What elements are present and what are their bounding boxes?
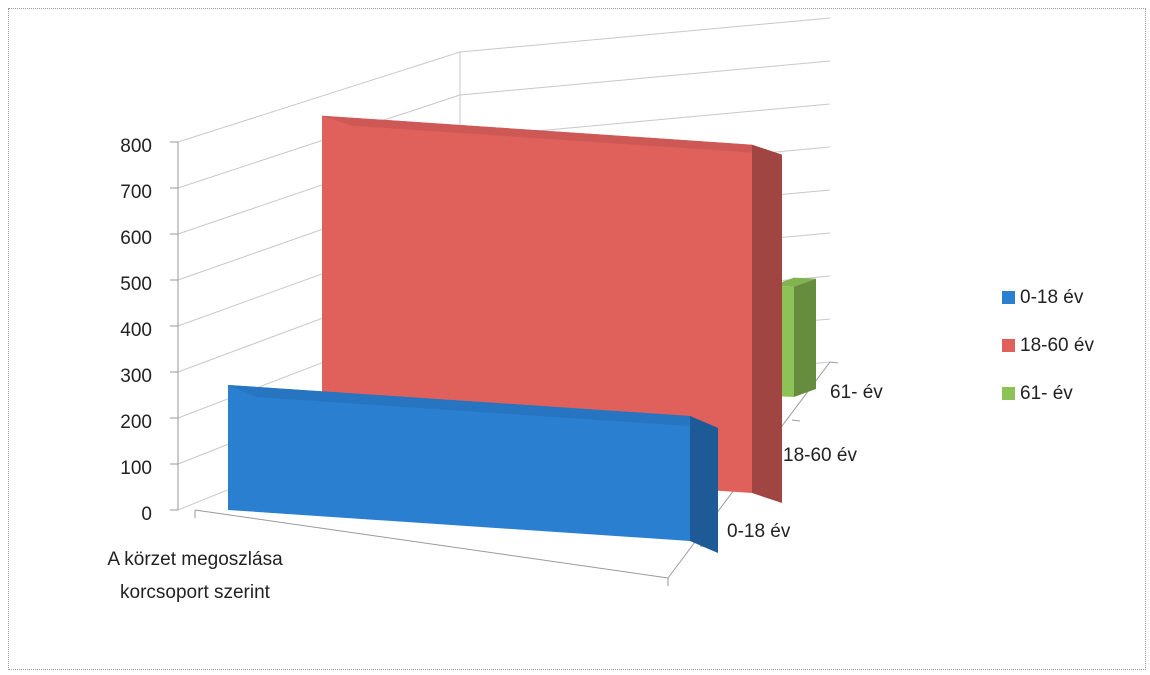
depth-label-18-60: 18-60 év: [783, 445, 857, 466]
depth-tick: [791, 419, 801, 422]
back-gridline: [459, 17, 831, 53]
legend-swatch-0-18: [1002, 291, 1015, 304]
y-tick-label: 500: [120, 274, 152, 295]
chart-frame: [8, 8, 1146, 670]
category-label-line-1: A körzet megoszlása: [107, 549, 283, 570]
y-tick-label: 800: [120, 136, 152, 157]
category-label-line-2: korcsoport szerint: [120, 582, 271, 603]
depth-label-0-18: 0-18 év: [727, 521, 791, 542]
category-label: A körzet megoszlása korcsoport szerint: [107, 549, 283, 603]
legend: 0-18 év 18-60 év 61- év: [1002, 287, 1094, 404]
bars: [228, 115, 816, 553]
legend-label-18-60: 18-60 év: [1020, 335, 1094, 356]
depth-label-61: 61- év: [830, 382, 883, 403]
bar-61-side: [794, 278, 816, 397]
bar-61-top: [772, 277, 816, 287]
x-axis-line: [194, 509, 669, 579]
legend-swatch-61: [1002, 387, 1015, 400]
y-tick-label: 700: [120, 182, 152, 203]
legend-label-0-18: 0-18 év: [1020, 287, 1084, 308]
bar-18-60-top: [322, 115, 782, 155]
y-tick-label: 100: [120, 458, 152, 479]
bar-18-60-side: [752, 144, 782, 503]
y-tick-label: 200: [120, 412, 152, 433]
bar-0-18: [228, 385, 718, 553]
legend-label-61: 61- év: [1020, 383, 1073, 404]
depth-axis-labels: 61- év 18-60 év 0-18 év: [727, 382, 883, 542]
side-gridline: [177, 94, 461, 189]
bar-0-18-front: [228, 385, 690, 541]
depth-tick: [829, 361, 839, 364]
side-gridline: [177, 51, 461, 143]
back-gridline: [459, 60, 831, 96]
bar-0-18-top: [228, 385, 718, 428]
legend-swatch-18-60: [1002, 339, 1015, 352]
y-tick-label: 600: [120, 228, 152, 249]
y-tick-label: 400: [120, 320, 152, 341]
y-axis-tick-labels: 800 700 600 500 400 300 200 100 0: [120, 136, 152, 525]
y-tick-label: 0: [141, 504, 152, 525]
bar-0-18-side: [690, 416, 718, 553]
y-tick-label: 300: [120, 366, 152, 387]
